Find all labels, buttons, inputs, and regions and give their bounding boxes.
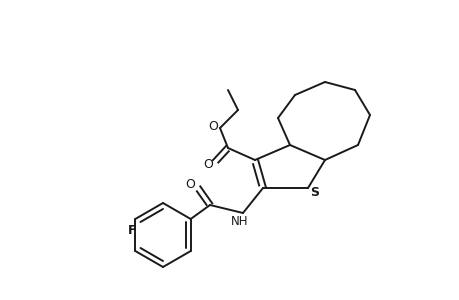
Text: O: O [202,158,213,170]
Text: F: F [128,224,136,238]
Text: S: S [310,185,319,199]
Text: O: O [207,119,218,133]
Text: NH: NH [231,215,248,229]
Text: O: O [185,178,195,191]
